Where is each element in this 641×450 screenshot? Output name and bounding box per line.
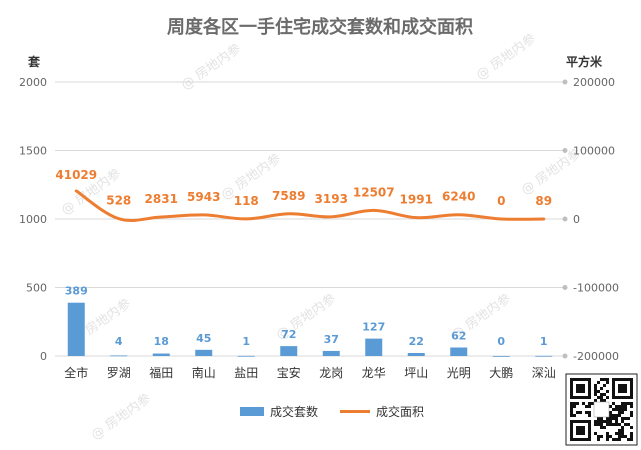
bar-data-label: 37 (324, 333, 339, 346)
gridline-end-marker (562, 216, 568, 222)
watermark-text: @ 房地内参 (178, 41, 244, 94)
left-tick-label: 2000 (19, 76, 47, 89)
left-tick-label: 1500 (19, 145, 47, 158)
bar-罗湖 (110, 355, 128, 357)
left-tick-label: 0 (40, 350, 47, 363)
line-data-label: 12507 (353, 185, 395, 199)
bar-盐田 (237, 355, 255, 357)
gridlines (55, 79, 568, 359)
left-axis-ticks: 2000 1500 1000 500 0 (19, 76, 47, 363)
gridline-end-marker (562, 148, 568, 153)
line-data-label: 89 (535, 194, 552, 208)
watermark-text: @ 房地内参 (473, 31, 539, 84)
category-label: 光明 (447, 366, 471, 380)
bar-data-label: 1 (242, 335, 250, 348)
bar-data-label: 22 (409, 335, 424, 348)
bar-龙华 (365, 338, 383, 356)
right-tick-label: -200000 (573, 350, 619, 363)
right-tick-label: 200000 (573, 76, 615, 89)
line-data-label: 528 (106, 194, 131, 208)
line-data-label: 3193 (315, 192, 348, 206)
bar-data-label: 4 (115, 335, 123, 348)
line-data-label: 1991 (400, 193, 433, 207)
left-tick-label: 1000 (19, 213, 47, 226)
legend: 成交套数 成交面积 (240, 404, 424, 419)
area-line-series (74, 189, 546, 222)
gridline-end-marker (562, 353, 568, 359)
right-axis-ticks: 200000 100000 0 -100000 -200000 (573, 76, 619, 363)
bar-福田 (152, 353, 170, 356)
bar-data-label: 389 (65, 285, 88, 298)
line-data-label: 5943 (187, 190, 220, 204)
bar-data-label: 72 (281, 328, 296, 341)
right-axis-unit: 平方米 (566, 54, 603, 69)
bar-全市 (67, 302, 85, 356)
bar-data-label: 45 (196, 332, 211, 345)
legend-line-label: 成交面积 (376, 404, 424, 419)
bar-data-label: 1 (540, 335, 548, 348)
bar-data-label: 127 (362, 321, 385, 334)
line-data-label: 7589 (272, 189, 305, 203)
qr-code (565, 373, 638, 446)
line-data-labels: 41029 528 2831 5943 118 7589 3193 12507 1991 6240… (55, 168, 552, 208)
category-label: 南山 (192, 365, 216, 380)
bar-data-label: 62 (451, 330, 466, 343)
bar-宝安 (280, 346, 298, 356)
line-data-label: 118 (234, 194, 259, 208)
category-label: 福田 (149, 365, 173, 380)
legend-bar-label: 成交套数 (270, 404, 318, 419)
category-label: 坪山 (404, 366, 428, 380)
category-label: 大鹏 (489, 366, 513, 380)
left-tick-label: 500 (26, 282, 47, 295)
category-label: 罗湖 (107, 365, 131, 380)
line-data-label: 2831 (145, 192, 178, 206)
gridline-end-marker (562, 285, 568, 290)
category-label: 龙岗 (319, 366, 343, 380)
bar-南山 (195, 349, 213, 356)
category-axis-labels: 全市 罗湖 福田 南山 盐田 宝安 龙岗 龙华 坪山 光明 大鹏 深汕 (64, 365, 556, 380)
category-label: 宝安 (277, 365, 301, 380)
bar-深汕 (535, 355, 553, 357)
chart-title: 周度各区一手住宅成交套数和成交面积 (167, 16, 473, 38)
bar-龙岗 (322, 350, 340, 356)
line-data-label: 41029 (55, 168, 97, 182)
left-axis-unit: 套 (27, 54, 41, 69)
bar-坪山 (407, 352, 425, 356)
bar-data-label: 18 (154, 335, 169, 348)
category-label: 全市 (64, 365, 88, 380)
legend-bar-swatch (240, 407, 264, 416)
line-data-label: 6240 (442, 190, 475, 204)
right-tick-label: 0 (573, 213, 580, 226)
bar-光明 (450, 347, 468, 356)
right-tick-label: -100000 (573, 282, 619, 295)
category-label: 盐田 (234, 366, 258, 380)
right-tick-label: 100000 (573, 145, 615, 158)
watermark-layer: @ 房地内参 @ 房地内参@ 房地内参 @ 房地内参 @ 房地内参@ 房地内参 @ 房地… (58, 31, 584, 444)
bar-series (67, 302, 553, 357)
category-label: 龙华 (362, 366, 386, 380)
watermark-text: @ 房地内参 (88, 391, 154, 444)
bar-data-label: 0 (497, 335, 505, 348)
bar-data-labels: 389 4 18 45 1 72 37 127 22 62 0 1 (65, 285, 548, 348)
category-label: 深汕 (532, 366, 556, 380)
bar-大鹏 (492, 356, 510, 357)
line-data-label: 0 (497, 194, 505, 208)
gridline-end-marker (562, 79, 568, 85)
